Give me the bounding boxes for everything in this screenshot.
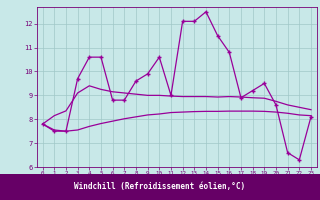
Text: Windchill (Refroidissement éolien,°C): Windchill (Refroidissement éolien,°C) (75, 182, 245, 192)
